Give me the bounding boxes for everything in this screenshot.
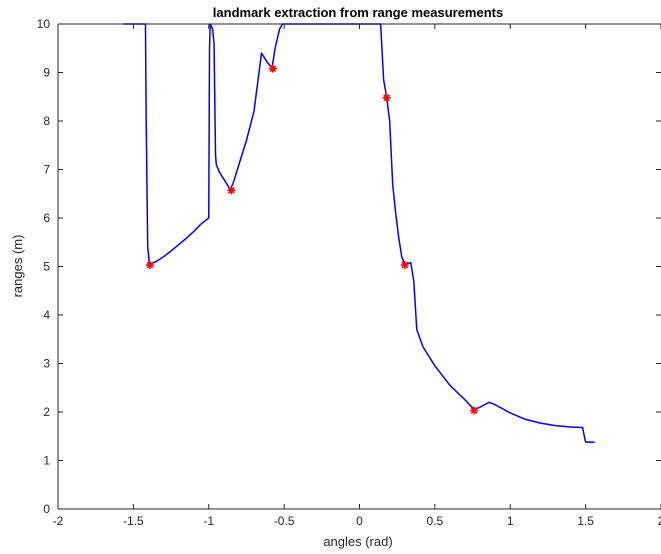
x-tick-label: -2: [53, 514, 64, 528]
landmark-marker: [145, 261, 154, 270]
y-tick-label: 2: [43, 405, 50, 419]
plot-area: [58, 24, 661, 509]
landmark-marker: [382, 93, 391, 102]
y-tick-label: 9: [43, 66, 50, 80]
x-tick-label: 1: [507, 514, 514, 528]
x-tick-label: -1: [203, 514, 214, 528]
x-tick-labels: -2 -1.5 -1 -0.5 0 0.5 1 1.5 2: [53, 514, 661, 528]
y-tick-label: 6: [43, 211, 50, 225]
y-tick-labels: 0 1 2 3 4 5 6 7 8 9 10: [37, 17, 51, 516]
landmark-marker: [470, 406, 479, 415]
x-tick-label: -1.5: [123, 514, 144, 528]
range-series-line: [122, 23, 595, 443]
y-tick-label: 8: [43, 114, 50, 128]
chart-title: landmark extraction from range measureme…: [213, 5, 503, 20]
y-axis-label: ranges (m): [10, 235, 25, 298]
y-tick-label: 4: [43, 308, 50, 322]
y-tick-label: 10: [37, 17, 51, 31]
landmark-markers: [145, 64, 479, 415]
x-tick-label: 0.5: [427, 514, 444, 528]
x-tick-label: 2: [658, 514, 661, 528]
landmark-marker: [268, 64, 277, 73]
y-tick-label: 7: [43, 163, 50, 177]
x-tick-label: -0.5: [274, 514, 295, 528]
y-tick-label: 3: [43, 357, 50, 371]
x-tick-label: 1.5: [577, 514, 594, 528]
series-layer: [122, 23, 595, 443]
x-tick-label: 0: [356, 514, 363, 528]
y-tick-label: 1: [43, 454, 50, 468]
x-axis-label: angles (rad): [323, 534, 392, 549]
y-tick-label: 0: [43, 502, 50, 516]
axes-box: [57, 23, 661, 510]
y-tick-label: 5: [43, 260, 50, 274]
landmark-marker: [400, 261, 409, 270]
landmark-marker: [227, 186, 236, 195]
